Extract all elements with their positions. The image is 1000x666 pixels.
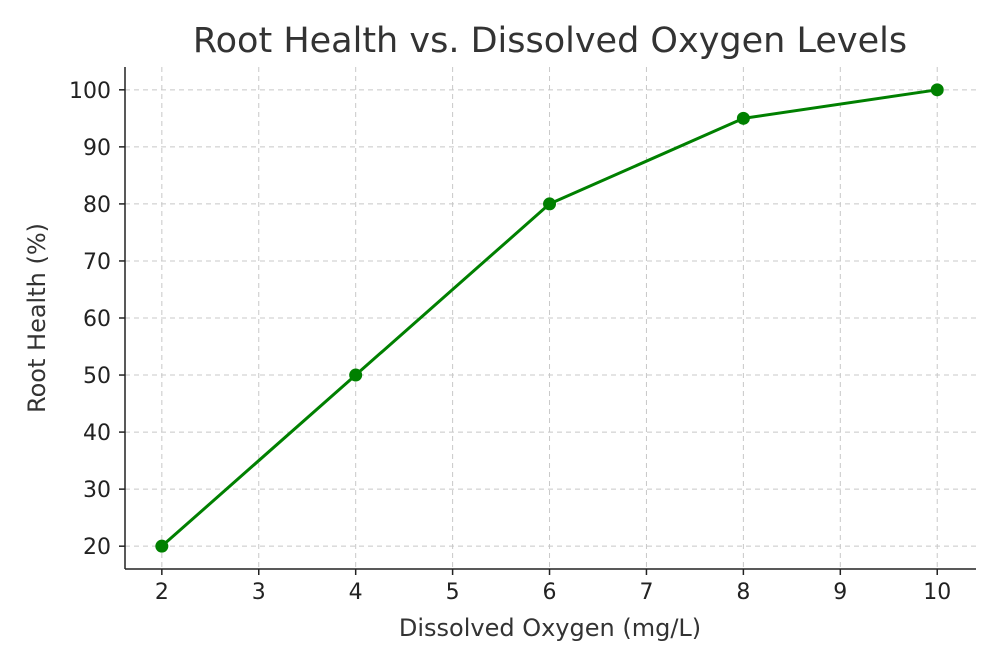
x-tick-label: 7 <box>639 580 653 605</box>
data-point[interactable] <box>736 111 750 125</box>
x-axis-label: Dissolved Oxygen (mg/L) <box>399 614 701 642</box>
ticks: 2 3 4 5 6 7 8 9 10 20 30 40 50 60 70 80 90 100 <box>69 79 951 605</box>
x-tick-label: 8 <box>736 580 750 605</box>
x-tick-label: 9 <box>833 580 847 605</box>
data-point[interactable] <box>349 368 363 382</box>
x-tick-label: 3 <box>252 580 266 605</box>
y-tick-label: 100 <box>69 79 111 104</box>
y-tick-label: 20 <box>83 535 111 560</box>
data-point[interactable] <box>543 197 557 211</box>
data-point[interactable] <box>155 539 169 553</box>
y-tick-label: 60 <box>83 307 111 332</box>
y-tick-label: 40 <box>83 421 111 446</box>
y-tick-label: 80 <box>83 193 111 218</box>
x-tick-label: 6 <box>543 580 557 605</box>
x-tick-label: 2 <box>155 580 169 605</box>
x-tick-label: 10 <box>923 580 951 605</box>
y-tick-label: 90 <box>83 136 111 161</box>
grid <box>125 67 976 569</box>
y-tick-label: 50 <box>83 364 111 389</box>
series <box>155 83 944 553</box>
x-tick-label: 5 <box>446 580 460 605</box>
chart-title: Root Health vs. Dissolved Oxygen Levels <box>193 21 907 61</box>
y-tick-label: 30 <box>83 478 111 503</box>
y-tick-label: 70 <box>83 250 111 275</box>
data-point[interactable] <box>930 83 944 97</box>
y-axis-label: Root Health (%) <box>23 223 51 413</box>
x-tick-label: 4 <box>349 580 363 605</box>
